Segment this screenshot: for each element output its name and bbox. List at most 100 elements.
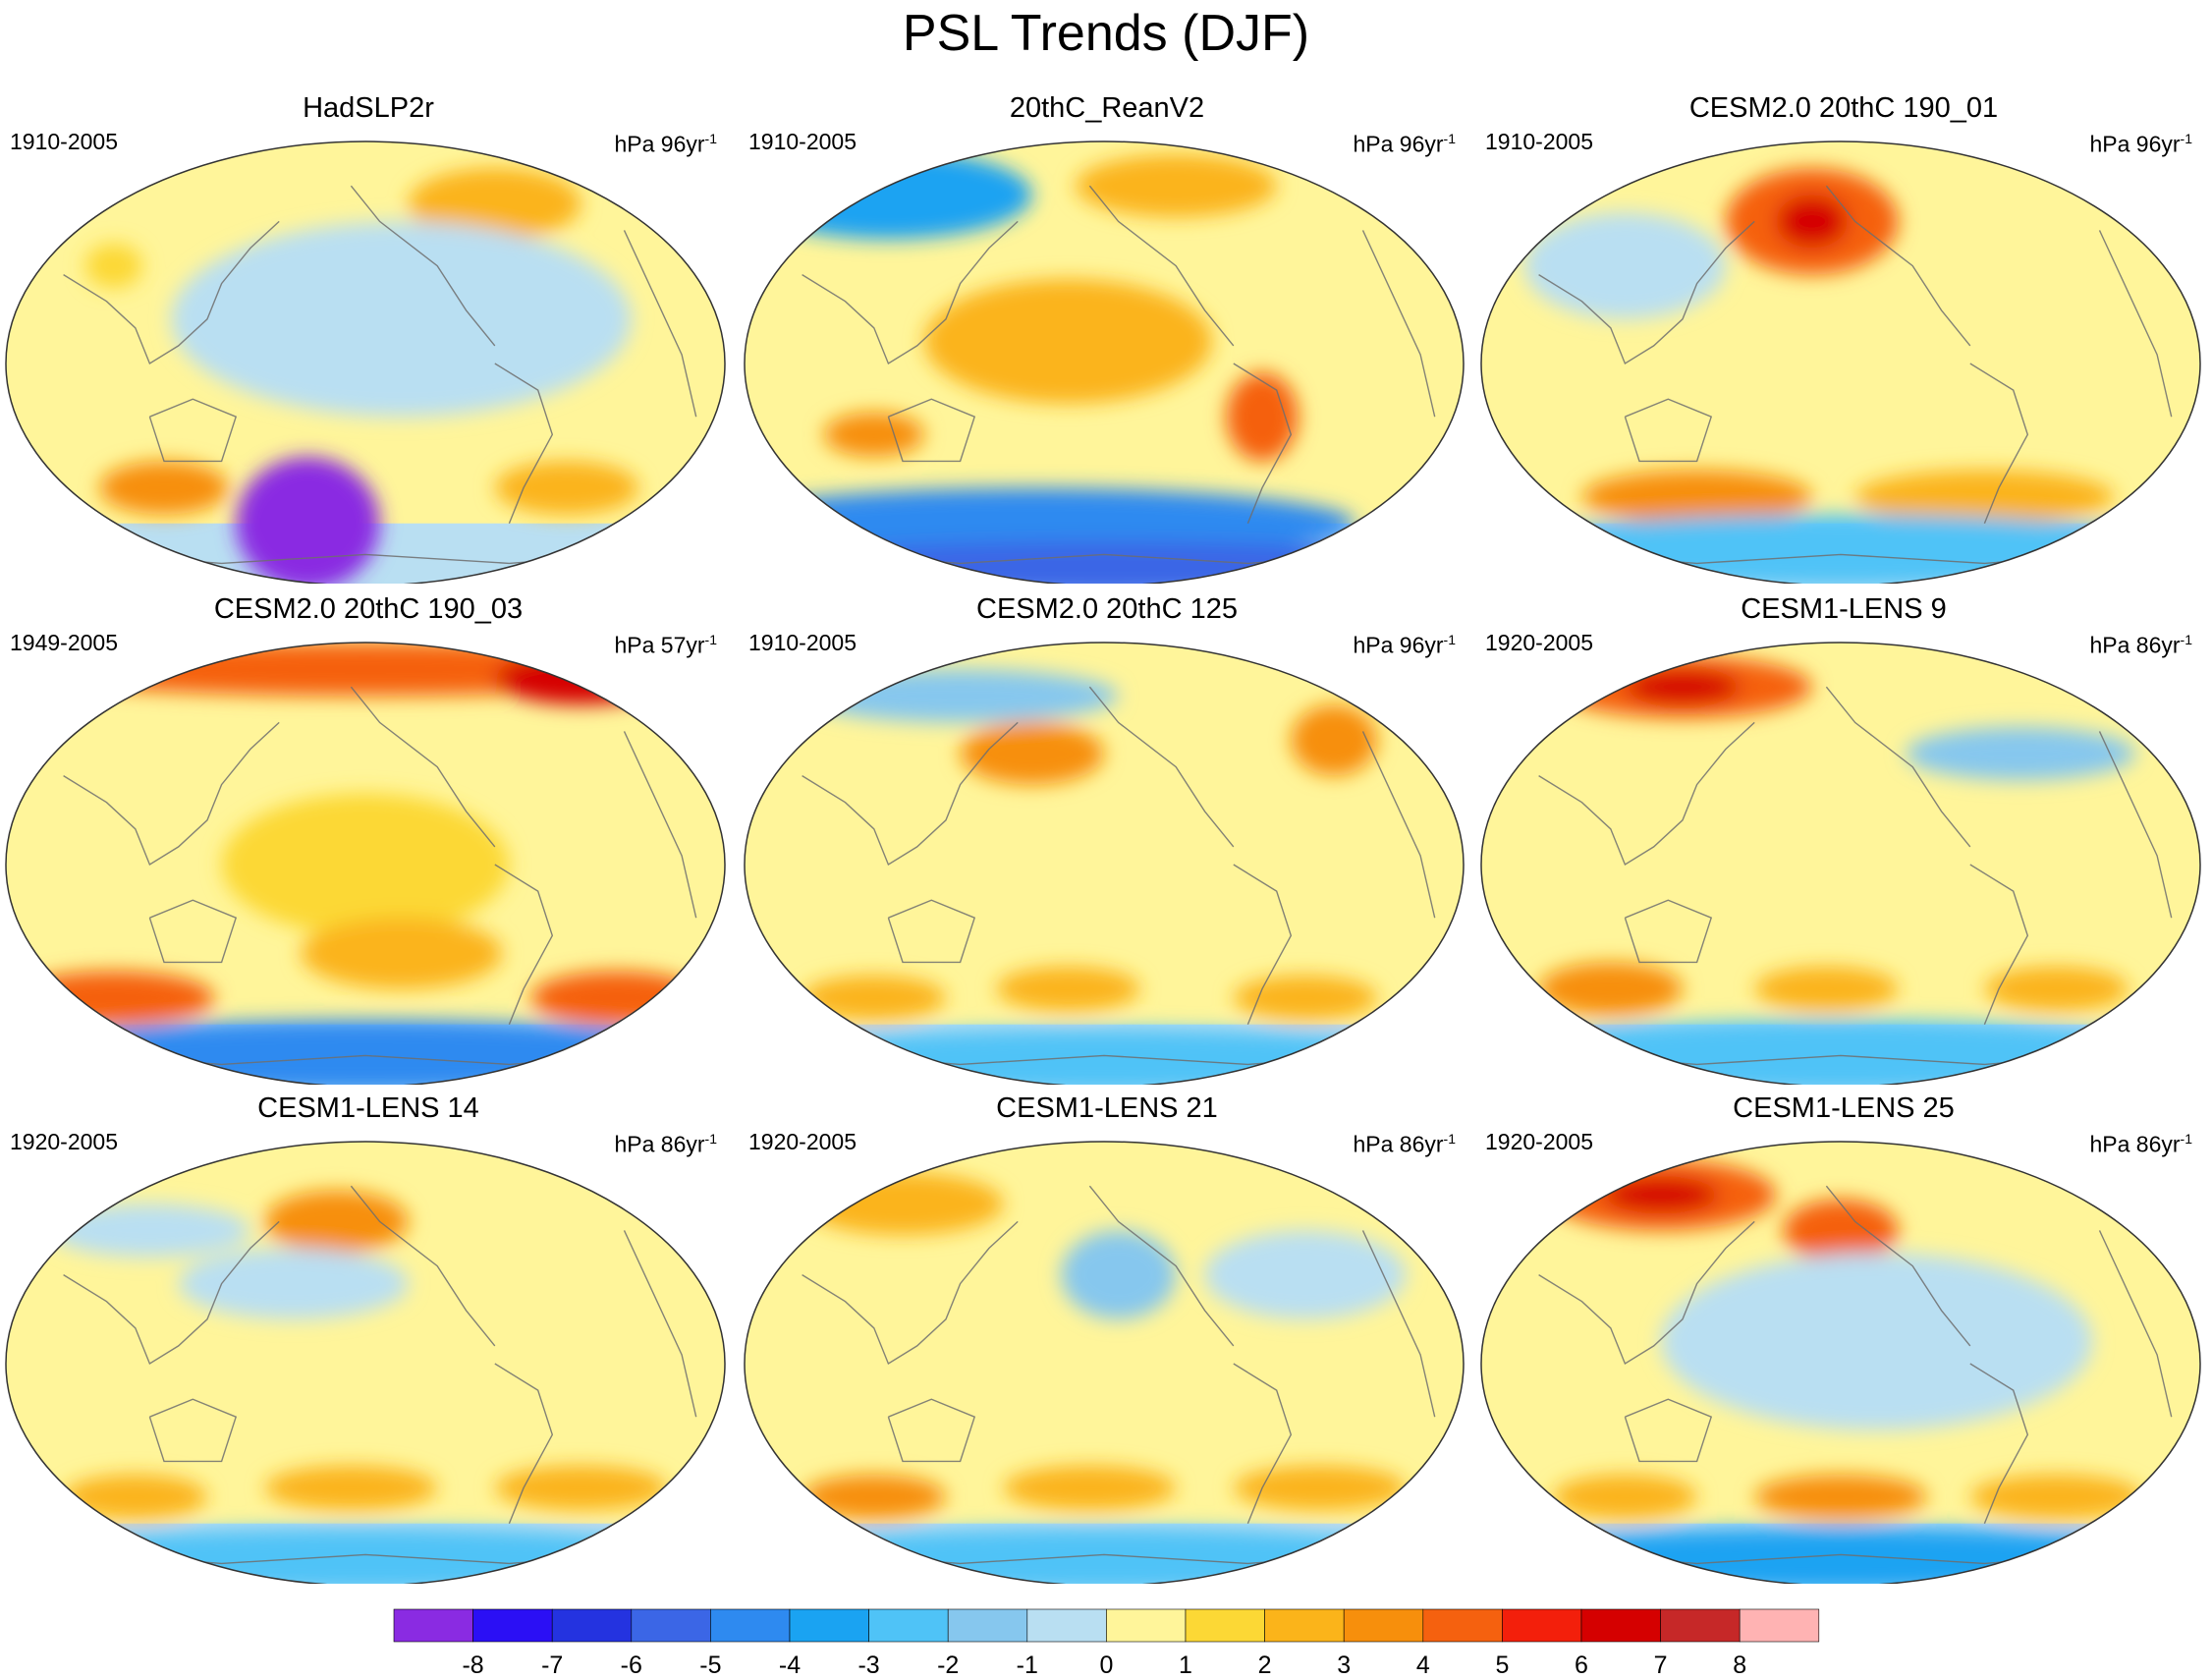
colorbar: -8 -7 -6 -5 -4 -3 -2 -1 0 1 2 3 4 5 6 7 8 — [0, 1601, 2212, 1680]
colorbar-tick-label: 7 — [1654, 1652, 1668, 1679]
colorbar-tick-label: 8 — [1733, 1652, 1746, 1679]
trend-anomaly — [1538, 962, 1683, 1016]
colorbar-tick-label: -4 — [779, 1652, 801, 1679]
trend-anomaly — [1984, 966, 2129, 1012]
panel-title: CESM2.0 20thC 125 — [976, 593, 1238, 625]
trend-anomaly — [802, 1475, 946, 1520]
trend-anomaly — [408, 168, 581, 240]
coastline-segment — [802, 220, 1019, 365]
colorbar-swatch — [868, 1608, 949, 1643]
map-panel: HadSLP2r 1910-2005 hPa 96yr-1 — [0, 92, 737, 584]
map-svg — [1480, 1141, 2201, 1584]
map-outline — [744, 1141, 1465, 1584]
trend-anomaly — [1233, 976, 1378, 1021]
trend-anomaly — [1226, 372, 1299, 462]
panel-title: CESM1-LENS 14 — [257, 1092, 479, 1124]
coastline-segment — [1969, 864, 2029, 1025]
colorbar-swatch — [1026, 1608, 1107, 1643]
trend-anomaly — [1481, 1020, 2200, 1085]
trend-anomaly — [264, 1465, 438, 1511]
map-panel: CESM2.0 20thC 125 1910-2005 hPa 96yr-1 — [739, 593, 1475, 1085]
panel-period: 1949-2005 — [10, 630, 118, 655]
coastline-segment — [1361, 1230, 1436, 1418]
panel-period: 1910-2005 — [10, 129, 118, 154]
colorbar-tick-label: -2 — [937, 1652, 959, 1679]
map-svg — [744, 140, 1465, 584]
coastline-segment — [887, 1398, 976, 1463]
coastline-segment — [623, 1230, 697, 1418]
trend-anomaly — [1523, 212, 1726, 319]
trend-anomaly — [1233, 1465, 1407, 1511]
trend-anomaly — [1481, 514, 2200, 584]
panel-units-exponent: -1 — [1443, 1131, 1456, 1147]
coastline-segment — [1233, 1363, 1293, 1524]
trend-anomaly — [264, 1190, 409, 1253]
coastline-segment — [1624, 1398, 1713, 1463]
coastline-segment — [148, 1398, 238, 1463]
map-svg — [5, 642, 726, 1085]
colorbar-swatch — [1422, 1608, 1503, 1643]
trend-anomaly — [802, 1172, 1004, 1235]
coastline-segment — [2098, 230, 2173, 418]
trend-anomaly — [221, 793, 510, 936]
trend-anomaly — [1969, 1475, 2143, 1520]
coastline-segment — [1969, 363, 2029, 524]
trend-anomaly — [494, 1465, 668, 1511]
coastline-segment — [802, 1220, 1019, 1366]
coastline-segment — [1624, 899, 1713, 964]
colorbar-swatch — [947, 1608, 1028, 1643]
colorbar-swatch — [1264, 1608, 1345, 1643]
trend-anomaly — [745, 1029, 1464, 1085]
panel-units-text: hPa 96yr — [1353, 131, 1444, 157]
coastline-segment — [887, 899, 976, 964]
trend-anomaly — [745, 1528, 1464, 1584]
map-svg — [5, 1141, 726, 1584]
coastline-segment — [63, 220, 280, 365]
colorbar-swatch — [1739, 1608, 1820, 1643]
colorbar-tick-label: 1 — [1179, 1652, 1192, 1679]
trend-anomaly — [745, 150, 1032, 240]
coastline-segment — [887, 398, 976, 463]
panel-units-exponent: -1 — [1443, 131, 1456, 146]
panel-title: HadSLP2r — [303, 92, 434, 124]
map-panel: CESM1-LENS 25 1920-2005 hPa 86yr-1 — [1475, 1092, 2212, 1584]
map-panel: CESM1-LENS 14 1920-2005 hPa 86yr-1 — [0, 1092, 737, 1584]
coastline-segment — [1538, 220, 1755, 365]
trend-anomaly — [802, 976, 946, 1021]
colorbar-tick-label: -7 — [541, 1652, 563, 1679]
trend-anomaly — [494, 651, 668, 705]
panel-units-text: hPa 96yr — [614, 131, 705, 157]
trend-anomaly — [264, 478, 352, 568]
colorbar-swatch — [472, 1608, 553, 1643]
trend-anomaly — [6, 643, 725, 697]
panel-period: 1920-2005 — [748, 1129, 857, 1154]
trend-anomaly — [13, 971, 215, 1025]
colorbar-tick-label: -3 — [857, 1652, 879, 1679]
trend-anomaly — [802, 669, 1119, 723]
panel-units-text: hPa 96yr — [2089, 131, 2181, 157]
coastline-segment — [1624, 398, 1713, 463]
panel-period: 1910-2005 — [1485, 129, 1593, 154]
panel-units-text: hPa 86yr — [614, 1131, 705, 1157]
coastline-segment — [494, 363, 554, 524]
coastline-segment — [2098, 1230, 2173, 1418]
panel-period: 1910-2005 — [748, 129, 857, 154]
trend-anomaly — [6, 1020, 725, 1085]
panel-period: 1920-2005 — [10, 1129, 118, 1154]
coastline-segment — [1969, 1363, 2029, 1524]
trend-anomaly — [171, 221, 632, 418]
trend-anomaly — [1783, 1199, 1899, 1262]
coastline-segment — [148, 899, 238, 964]
trend-anomaly — [1625, 669, 1741, 705]
panel-units: hPa 96yr-1 — [614, 124, 717, 159]
trend-anomaly — [1553, 1475, 1697, 1520]
coastline-segment — [1538, 1220, 1755, 1366]
trend-anomaly — [1854, 470, 2115, 524]
coastline-segment — [63, 1220, 280, 1366]
trend-anomaly — [178, 1248, 409, 1319]
trend-anomaly — [1905, 726, 2136, 781]
trend-anomaly — [1603, 1177, 1719, 1213]
trend-anomaly — [6, 1528, 725, 1584]
panel-units-exponent: -1 — [704, 1131, 717, 1147]
map-outline — [1480, 140, 2201, 584]
